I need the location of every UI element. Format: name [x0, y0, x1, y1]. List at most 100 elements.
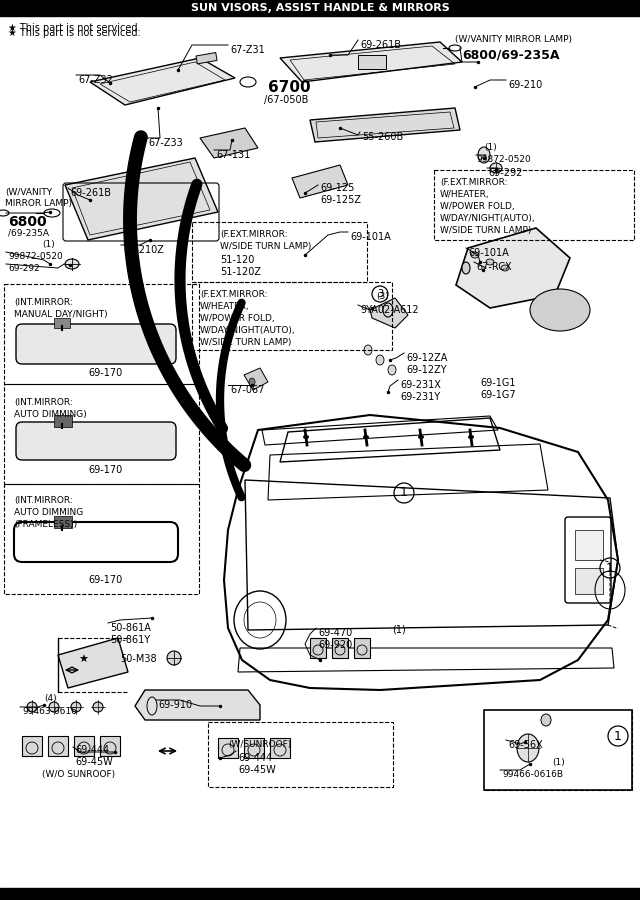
Bar [358, 55, 386, 69]
Text: 67-RCX: 67-RCX [476, 262, 511, 272]
Polygon shape [74, 736, 94, 756]
Text: W/SIDE TURN LAMP): W/SIDE TURN LAMP) [440, 226, 531, 235]
Bar [208, 722, 393, 787]
Bar [54, 415, 72, 427]
Text: ★ This part is not serviced.: ★ This part is not serviced. [8, 28, 141, 38]
Ellipse shape [364, 345, 372, 355]
Text: 69-231Y: 69-231Y [400, 392, 440, 402]
Text: 67-Z31: 67-Z31 [230, 45, 265, 55]
Bar [54, 318, 70, 328]
Polygon shape [200, 128, 258, 158]
Text: 69-45W: 69-45W [238, 765, 276, 775]
Text: 99463-0616: 99463-0616 [22, 707, 77, 716]
FancyBboxPatch shape [16, 422, 176, 460]
Text: 51-120Z: 51-120Z [220, 267, 261, 277]
Ellipse shape [530, 289, 590, 331]
Text: 69-444: 69-444 [238, 753, 272, 763]
Text: (4): (4) [44, 694, 56, 703]
Text: (1): (1) [42, 240, 55, 249]
Text: W/POWER FOLD,: W/POWER FOLD, [200, 314, 275, 323]
Ellipse shape [167, 651, 181, 665]
Text: (1): (1) [484, 143, 497, 152]
Bar [0, 0, 640, 16]
Text: W/HEATER,: W/HEATER, [440, 190, 490, 199]
Text: 99872-0520: 99872-0520 [476, 155, 531, 164]
Ellipse shape [65, 259, 79, 269]
Bar [484, 710, 632, 790]
Text: (F.EXT.MIRROR:: (F.EXT.MIRROR: [220, 230, 287, 239]
Text: /69-235A: /69-235A [8, 228, 49, 237]
Polygon shape [244, 738, 264, 758]
Text: 69-261B: 69-261B [70, 188, 111, 198]
Text: ★: ★ [78, 655, 88, 665]
Text: 69-170: 69-170 [88, 575, 122, 585]
Polygon shape [270, 738, 290, 758]
Ellipse shape [462, 262, 470, 274]
Bar [575, 530, 603, 560]
Ellipse shape [71, 702, 81, 712]
Text: W/SIDE TURN LAMP): W/SIDE TURN LAMP) [220, 242, 312, 251]
Polygon shape [280, 42, 462, 82]
Text: 6700: 6700 [268, 80, 310, 95]
Text: 69-444: 69-444 [75, 745, 109, 755]
Polygon shape [218, 738, 238, 758]
Ellipse shape [486, 259, 494, 265]
Text: 69-292: 69-292 [8, 264, 40, 273]
Polygon shape [354, 638, 370, 658]
Text: 50-M38: 50-M38 [120, 654, 157, 664]
Text: 69-45W: 69-45W [75, 757, 113, 767]
Text: 69-170: 69-170 [88, 368, 122, 378]
Polygon shape [370, 298, 408, 328]
Text: 69-1G7: 69-1G7 [480, 390, 516, 400]
Text: (FRAMELESS)): (FRAMELESS)) [14, 520, 77, 529]
Text: 1: 1 [606, 562, 614, 574]
Text: 67-Z33: 67-Z33 [148, 138, 183, 148]
Ellipse shape [388, 365, 396, 375]
Text: (W/VANITY: (W/VANITY [5, 188, 52, 197]
Text: 69-470: 69-470 [318, 628, 352, 638]
Text: 69-910: 69-910 [158, 700, 192, 710]
Text: 1: 1 [614, 730, 622, 742]
Ellipse shape [240, 77, 256, 87]
Polygon shape [48, 736, 68, 756]
Text: 69-125: 69-125 [320, 183, 355, 193]
Text: 51-120: 51-120 [220, 255, 254, 265]
Polygon shape [58, 638, 128, 688]
Polygon shape [90, 58, 235, 105]
Text: 6800: 6800 [8, 215, 47, 229]
Polygon shape [292, 165, 348, 198]
Bar [192, 282, 392, 350]
FancyBboxPatch shape [16, 324, 176, 364]
Text: 67-131: 67-131 [216, 150, 250, 160]
Polygon shape [310, 638, 326, 658]
Text: 67-Z32: 67-Z32 [78, 75, 113, 85]
Text: W/DAY/NIGHT(AUTO),: W/DAY/NIGHT(AUTO), [440, 214, 536, 223]
Ellipse shape [303, 435, 309, 439]
Text: 1: 1 [400, 487, 408, 500]
Text: 3: 3 [377, 289, 383, 299]
Text: (INT.MIRROR:: (INT.MIRROR: [14, 298, 73, 307]
Ellipse shape [490, 163, 502, 173]
Text: W/DAY/NIGHT(AUTO),: W/DAY/NIGHT(AUTO), [200, 326, 296, 335]
Text: (1): (1) [552, 758, 564, 767]
Text: 99466-0616B: 99466-0616B [502, 770, 563, 779]
Bar [54, 516, 72, 528]
Ellipse shape [471, 252, 479, 258]
Ellipse shape [468, 435, 474, 439]
Ellipse shape [418, 435, 424, 439]
Text: /67-050B: /67-050B [264, 95, 308, 105]
Text: W/SIDE TURN LAMP): W/SIDE TURN LAMP) [200, 338, 291, 347]
Ellipse shape [249, 378, 255, 386]
Ellipse shape [541, 714, 551, 726]
Text: 69-101A: 69-101A [468, 248, 509, 258]
Bar [434, 170, 634, 240]
Text: 67-067: 67-067 [230, 385, 264, 395]
Bar [575, 568, 603, 594]
Text: (W/O SUNROOF): (W/O SUNROOF) [42, 770, 115, 779]
Text: 69-920: 69-920 [318, 640, 352, 650]
Text: MANUAL DAY/NIGHT): MANUAL DAY/NIGHT) [14, 310, 108, 319]
Ellipse shape [376, 355, 384, 365]
Bar [484, 710, 632, 790]
Text: 50-861A: 50-861A [110, 623, 151, 633]
Ellipse shape [27, 702, 37, 712]
